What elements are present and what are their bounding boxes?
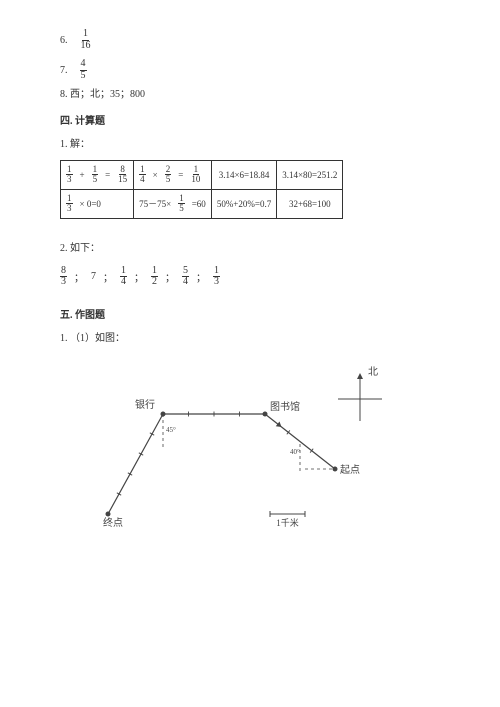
sec4-q2-label: 2. 如下： bbox=[60, 239, 445, 254]
table-row: 13 + 15 = 815 14 × 25 = 110 3.14×6=18.84… bbox=[61, 161, 343, 190]
table-row: 13 × 0=0 75－75× 15 =60 50%+20%=0.7 32+68… bbox=[61, 189, 343, 218]
svg-text:1千米: 1千米 bbox=[276, 517, 299, 528]
item6-frac: 1 16 bbox=[80, 29, 92, 51]
calc-table: 13 + 15 = 815 14 × 25 = 110 3.14×6=18.84… bbox=[60, 160, 343, 219]
sec4-q1-label: 1. 解： bbox=[60, 135, 445, 150]
svg-text:40°: 40° bbox=[290, 448, 300, 456]
section-5-title: 五. 作图题 bbox=[60, 306, 445, 321]
svg-text:45°: 45° bbox=[166, 426, 176, 434]
sec5-q1-label: 1. （1）如图： bbox=[60, 329, 445, 344]
item7-frac: 4 5 bbox=[80, 59, 87, 81]
cell-r1c3: 3.14×6=18.84 bbox=[211, 161, 276, 190]
svg-text:图书馆: 图书馆 bbox=[270, 400, 300, 413]
cell-r2c3: 50%+20%=0.7 bbox=[211, 189, 276, 218]
cell-r1c1: 13 + 15 = 815 bbox=[61, 161, 134, 190]
svg-text:终点: 终点 bbox=[103, 516, 123, 529]
fraction-chain: 83 ； 7 ； 14 ； 12 ； 54 ； 13 bbox=[60, 266, 445, 288]
cell-r1c2: 14 × 25 = 110 bbox=[134, 161, 212, 190]
svg-text:北: 北 bbox=[368, 366, 378, 378]
item6-num: 6. bbox=[60, 35, 68, 46]
cell-r1c4: 3.14×80=251.2 bbox=[277, 161, 343, 190]
cell-r2c2: 75－75× 15 =60 bbox=[134, 189, 212, 218]
answer-8: 8. 西；北；35；800 bbox=[60, 85, 445, 100]
svg-text:银行: 银行 bbox=[135, 398, 155, 411]
answer-7: 7. 4 5 bbox=[60, 59, 445, 81]
item8-text: 8. 西；北；35；800 bbox=[60, 85, 145, 100]
section-4-title: 四. 计算题 bbox=[60, 112, 445, 127]
svg-text:起点: 起点 bbox=[340, 464, 360, 476]
cell-r2c4: 32+68=100 bbox=[277, 189, 343, 218]
answer-6: 6. 1 16 bbox=[60, 29, 445, 51]
cell-r2c1: 13 × 0=0 bbox=[61, 189, 134, 218]
route-figure: 北 1千米 银行 图书馆起点终点 45° 40° bbox=[60, 354, 420, 549]
item7-num: 7. bbox=[60, 65, 68, 76]
